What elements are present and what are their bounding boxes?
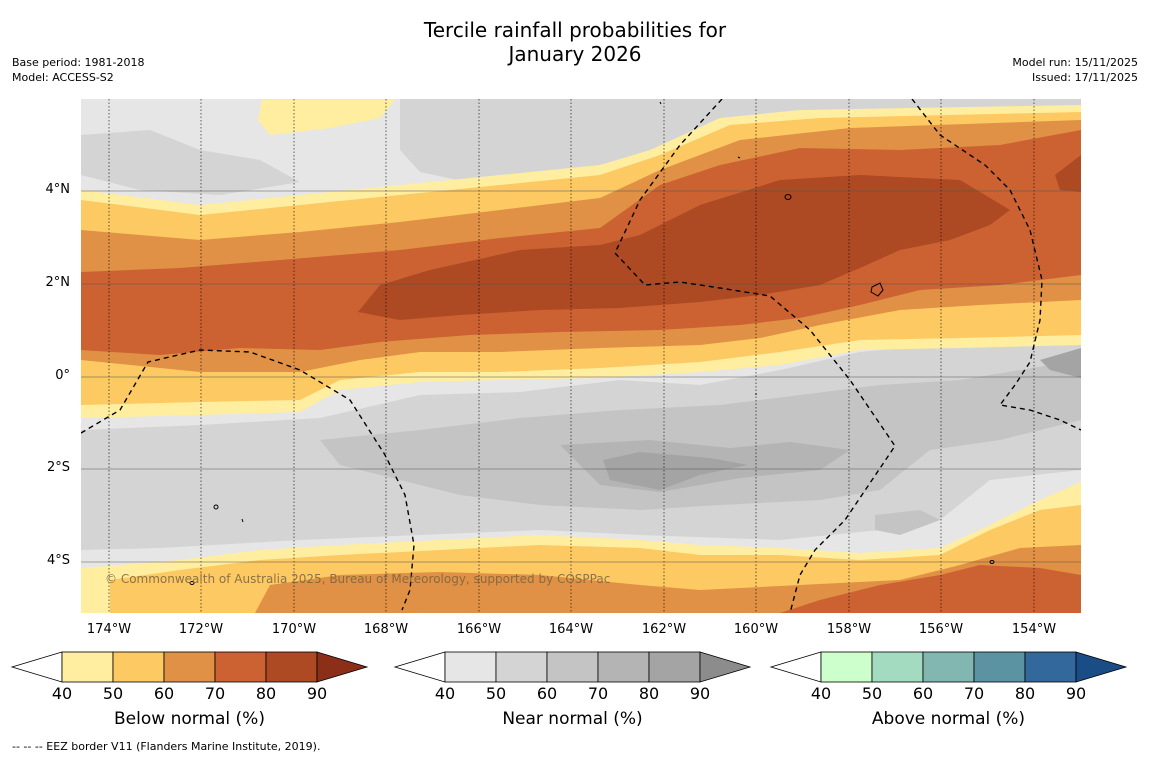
near-normal-tick-80: 80 <box>638 684 660 703</box>
lat-label-2n: 2°N <box>45 275 71 290</box>
above-normal-swatch-50 <box>871 651 924 683</box>
below-normal-tick-90: 90 <box>306 684 328 703</box>
lon-label-164w: 164°W <box>548 622 594 637</box>
eez-borders <box>81 99 1081 613</box>
near-normal-colorbar <box>393 651 752 683</box>
near-normal-swatch-60 <box>546 651 599 683</box>
above-normal-tick-90: 90 <box>1065 684 1087 703</box>
near-normal-80-core <box>603 452 748 490</box>
below-normal-under-triangle <box>10 651 63 683</box>
near-normal-tick-70: 70 <box>587 684 609 703</box>
below-normal-swatch-80 <box>265 651 318 683</box>
lat-label-4n: 4°N <box>45 182 71 197</box>
near-normal-tick-40: 40 <box>434 684 456 703</box>
below-normal-tick-80: 80 <box>255 684 277 703</box>
below-normal-80-east-patch <box>1055 155 1081 192</box>
model-name: Model: ACCESS-S2 <box>12 71 114 84</box>
latitude-gridlines <box>81 190 1081 563</box>
near-normal-tick-60: 60 <box>536 684 558 703</box>
below-normal-over-triangle <box>316 651 369 683</box>
near-normal-swatch-50 <box>495 651 548 683</box>
issued-date: Issued: 17/11/2025 <box>1031 71 1138 84</box>
title-line-2: January 2026 <box>508 42 642 66</box>
below-normal-swatch-60 <box>163 651 216 683</box>
model-run: Model run: 15/11/2025 <box>1012 56 1138 69</box>
above-normal-swatch-80 <box>1024 651 1077 683</box>
above-normal-tick-50: 50 <box>861 684 883 703</box>
lat-label-0: 0° <box>55 368 70 383</box>
above-normal-tick-70: 70 <box>963 684 985 703</box>
meta-right: Model run: 15/11/2025 Issued: 17/11/2025 <box>1012 55 1138 85</box>
below-normal-swatch-70 <box>214 651 267 683</box>
below-normal-swatch-40 <box>61 651 114 683</box>
below-normal-tick-60: 60 <box>153 684 175 703</box>
lon-label-166w: 166°W <box>456 622 502 637</box>
lat-label-2s: 2°S <box>46 460 70 475</box>
below-normal-swatch-50 <box>112 651 165 683</box>
near-normal-swatch-70 <box>597 651 650 683</box>
above-normal-swatch-60 <box>922 651 975 683</box>
longitude-gridlines <box>108 99 1035 613</box>
chart-title: Tercile rainfall probabilities for Janua… <box>0 18 1150 66</box>
above-normal-tick-60: 60 <box>912 684 934 703</box>
below-normal-70-south <box>780 565 1081 613</box>
near-normal-swatch-80 <box>648 651 701 683</box>
near-normal-60-south <box>320 360 1081 510</box>
below-normal-tick-40: 40 <box>51 684 73 703</box>
near-normal-under-triangle <box>393 651 446 683</box>
near-normal-tick-90: 90 <box>689 684 711 703</box>
lon-label-168w: 168°W <box>363 622 409 637</box>
above-normal-colorbar <box>769 651 1128 683</box>
lon-label-172w: 172°W <box>178 622 224 637</box>
lon-label-170w: 170°W <box>271 622 317 637</box>
above-normal-under-triangle <box>769 651 822 683</box>
near-normal-swatch-40 <box>444 651 497 683</box>
near-normal-80-east <box>1040 348 1081 378</box>
meta-left: Base period: 1981-2018 Model: ACCESS-S2 <box>12 55 144 85</box>
above-normal-over-triangle <box>1075 651 1128 683</box>
lon-label-154w: 154°W <box>1011 622 1057 637</box>
near-normal-50-north <box>400 99 1081 185</box>
near-normal-50-north-west <box>81 130 300 195</box>
copyright-notice: © Commonwealth of Australia 2025, Bureau… <box>105 572 611 586</box>
lat-label-4s: 4°S <box>46 553 70 568</box>
above-normal-tick-80: 80 <box>1014 684 1036 703</box>
title-line-1: Tercile rainfall probabilities for <box>423 18 727 42</box>
above-normal-colorbar-label: Above normal (%) <box>871 709 1026 729</box>
near-normal-tick-50: 50 <box>485 684 507 703</box>
base-period: Base period: 1981-2018 <box>12 56 145 69</box>
near-normal-over-triangle <box>699 651 752 683</box>
above-normal-tick-40: 40 <box>810 684 832 703</box>
lon-label-158w: 158°W <box>826 622 872 637</box>
lon-label-174w: 174°W <box>86 622 132 637</box>
below-normal-colorbar <box>10 651 369 683</box>
lon-label-162w: 162°W <box>641 622 687 637</box>
near-normal-60-southeast <box>875 510 940 535</box>
below-normal-tick-70: 70 <box>204 684 226 703</box>
islands <box>189 101 995 585</box>
above-normal-swatch-70 <box>973 651 1026 683</box>
lon-label-160w: 160°W <box>733 622 779 637</box>
below-normal-40-north-patch <box>258 100 395 135</box>
lon-label-156w: 156°W <box>918 622 964 637</box>
below-normal-tick-50: 50 <box>102 684 124 703</box>
below-normal-colorbar-label: Below normal (%) <box>114 709 265 729</box>
near-normal-colorbar-label: Near normal (%) <box>502 709 643 729</box>
above-normal-swatch-40 <box>820 651 873 683</box>
eez-footnote: -- -- -- EEZ border V11 (Flanders Marine… <box>12 740 321 753</box>
